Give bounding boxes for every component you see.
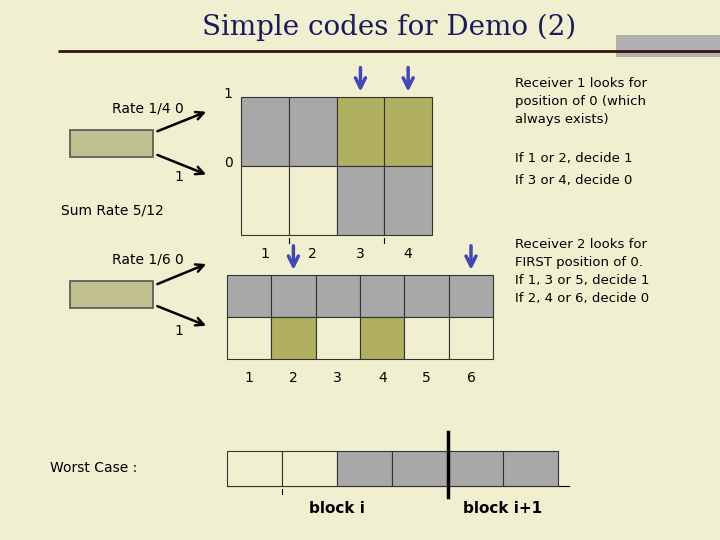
Bar	[241, 97, 289, 166]
Bar	[392, 451, 448, 486]
Bar	[71, 130, 153, 157]
Bar	[503, 451, 558, 486]
Text: Simple codes for Demo (2): Simple codes for Demo (2)	[202, 14, 576, 41]
Bar	[315, 317, 360, 359]
Bar	[289, 97, 337, 166]
Text: Receiver 1 looks for
position of 0 (which
always exists): Receiver 1 looks for position of 0 (whic…	[515, 77, 647, 126]
Text: 1: 1	[224, 87, 233, 102]
Text: 4: 4	[404, 247, 413, 261]
Bar	[271, 275, 315, 317]
Bar	[360, 317, 405, 359]
Bar	[384, 97, 432, 166]
Bar	[315, 275, 360, 317]
Text: 1: 1	[245, 371, 253, 385]
Bar	[360, 275, 405, 317]
Text: 2: 2	[308, 247, 317, 261]
Bar	[289, 166, 337, 235]
Bar	[241, 166, 289, 235]
Text: Rate 1/4: Rate 1/4	[112, 101, 170, 115]
Bar	[282, 451, 337, 486]
Bar	[227, 317, 271, 359]
Text: 0: 0	[174, 102, 183, 116]
Bar	[271, 317, 315, 359]
Bar	[227, 275, 271, 317]
Text: 3: 3	[356, 247, 365, 261]
Text: 0: 0	[174, 253, 183, 267]
Text: block i+1: block i+1	[463, 501, 542, 516]
Text: 5: 5	[422, 371, 431, 385]
Bar	[227, 451, 282, 486]
Text: Sum Rate 5/12: Sum Rate 5/12	[61, 204, 164, 218]
Text: 1: 1	[174, 170, 183, 184]
Text: Receiver 2 looks for
FIRST position of 0.
If 1, 3 or 5, decide 1
If 2, 4 or 6, d: Receiver 2 looks for FIRST position of 0…	[515, 238, 649, 305]
Text: block i: block i	[310, 501, 365, 516]
Bar	[337, 451, 392, 486]
Bar	[405, 317, 449, 359]
Text: Source 1: Source 1	[84, 137, 139, 150]
Bar	[337, 97, 384, 166]
Bar	[337, 166, 384, 235]
Text: If 1 or 2, decide 1: If 1 or 2, decide 1	[515, 152, 632, 165]
Bar	[449, 317, 493, 359]
Bar	[405, 275, 449, 317]
Text: 1: 1	[261, 247, 269, 261]
Text: Worst Case :: Worst Case :	[50, 462, 138, 475]
Text: 6: 6	[467, 371, 475, 385]
Text: Source 2: Source 2	[84, 288, 139, 301]
Text: 3: 3	[333, 371, 342, 385]
Bar	[448, 451, 503, 486]
Bar	[449, 275, 493, 317]
Text: 4: 4	[378, 371, 387, 385]
Text: 2: 2	[289, 371, 298, 385]
Bar	[384, 166, 432, 235]
Text: Rate 1/6: Rate 1/6	[112, 252, 171, 266]
Bar	[71, 281, 153, 308]
Bar	[616, 35, 720, 57]
Text: If 3 or 4, decide 0: If 3 or 4, decide 0	[515, 174, 632, 187]
Text: 0: 0	[224, 157, 233, 170]
Text: 1: 1	[174, 324, 183, 338]
